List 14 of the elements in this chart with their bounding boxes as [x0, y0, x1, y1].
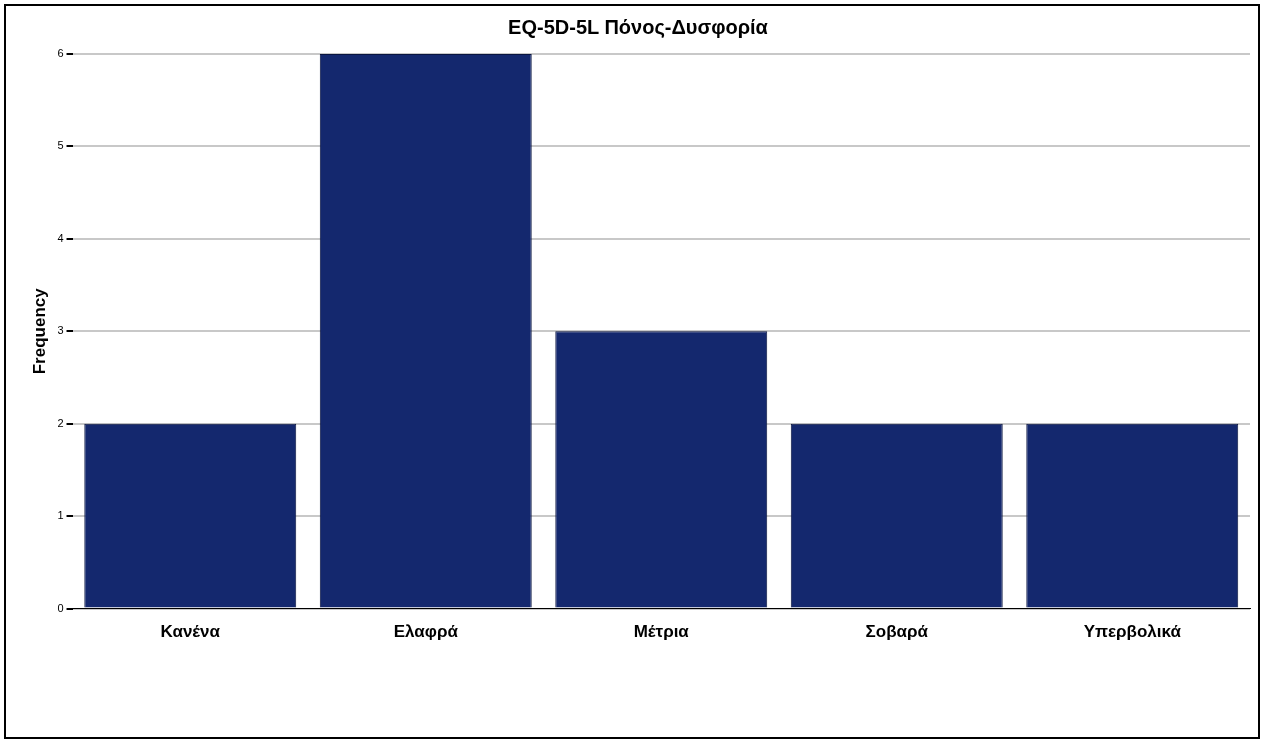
y-tick-label: 2: [57, 416, 64, 429]
y-tick-label: 1: [57, 509, 64, 522]
x-tick-label: Σοβαρά: [865, 622, 929, 642]
x-tick-label: Υπερβολικά: [1083, 622, 1182, 642]
x-tick-label: Κανένα: [160, 622, 221, 642]
chart-title: EQ-5D-5L Πόνος-Δυσφορία: [508, 15, 769, 38]
x-tick-label: Μέτρια: [633, 622, 690, 642]
y-tick-label: 5: [57, 139, 64, 152]
y-tick-label: 4: [57, 231, 64, 244]
y-tick-label: 6: [57, 47, 64, 60]
y-tick-label: 3: [57, 324, 64, 337]
x-tick-label: Ελαφρά: [393, 622, 459, 642]
y-axis-title: Frequency: [29, 287, 49, 375]
y-tick-label: 0: [57, 601, 64, 614]
